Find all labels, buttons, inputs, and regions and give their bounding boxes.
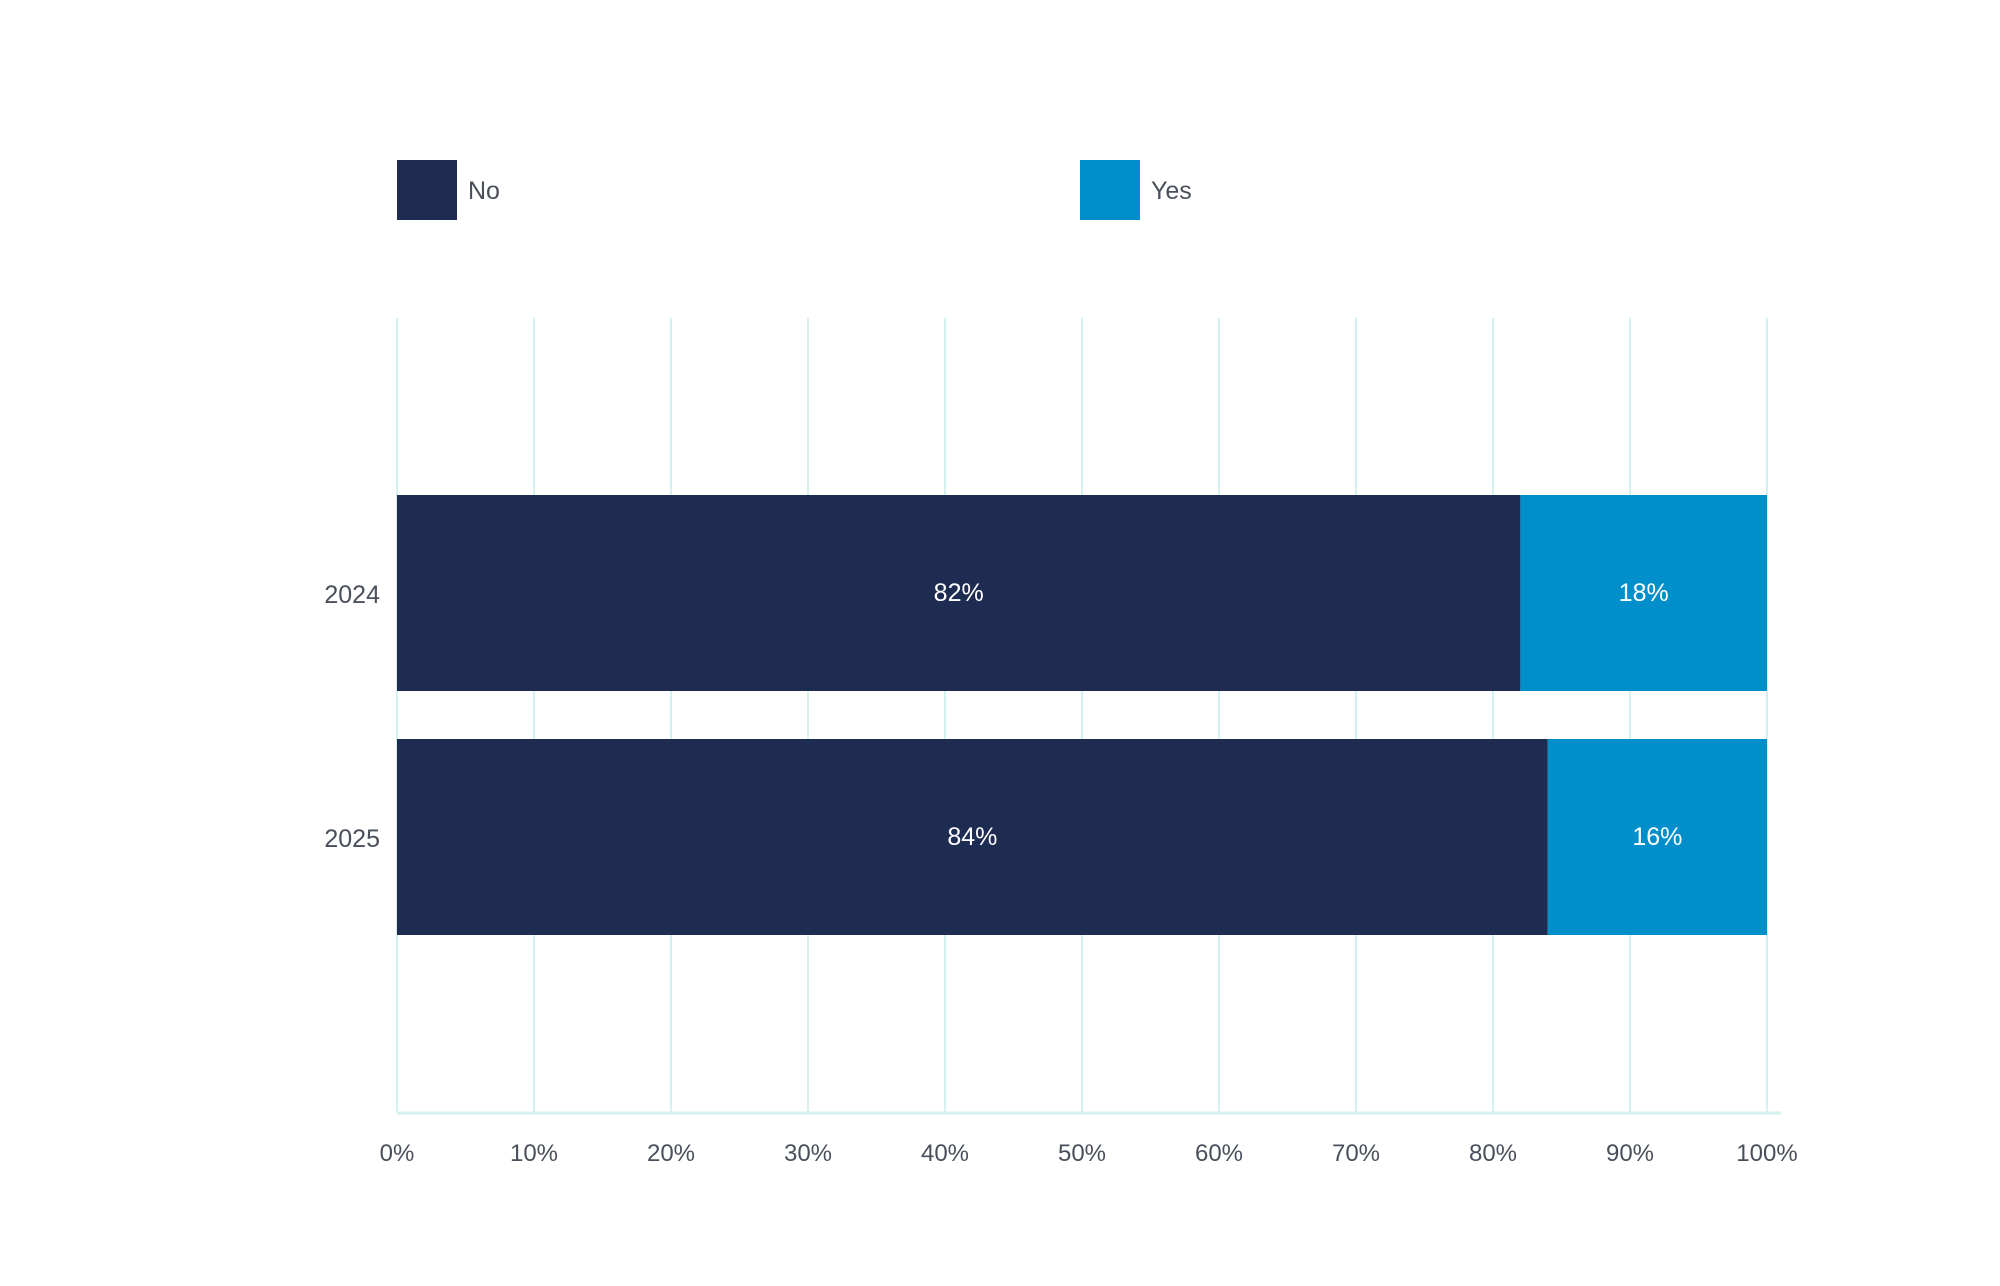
x-tick-label: 70% xyxy=(1332,1140,1380,1167)
x-tick-label: 50% xyxy=(1058,1140,1106,1167)
x-tick-label: 40% xyxy=(921,1140,969,1167)
bar-no-2024 xyxy=(397,495,1521,691)
x-tick-label: 20% xyxy=(647,1140,695,1167)
x-tick-label: 60% xyxy=(1195,1140,1243,1167)
x-tick-label: 80% xyxy=(1469,1140,1517,1167)
legend-swatch-no xyxy=(397,160,457,220)
gridlines xyxy=(396,318,1768,1113)
bar-data-label: 84% xyxy=(947,823,997,851)
bar-data-label: 16% xyxy=(1632,823,1682,851)
x-tick-label: 0% xyxy=(380,1140,415,1167)
legend-label: Yes xyxy=(1151,177,1192,205)
category-label: 2024 xyxy=(324,581,380,609)
category-axis: 2024 2025 xyxy=(324,581,380,853)
x-tick-label: 30% xyxy=(784,1140,832,1167)
x-tick-label: 100% xyxy=(1736,1140,1797,1167)
bar-no-2025 xyxy=(397,739,1548,935)
x-tick-label: 10% xyxy=(510,1140,558,1167)
legend-swatch-yes xyxy=(1080,160,1140,220)
x-axis: 0% 10% 20% 30% 40% 50% 60% 70% 80% 90% 100% xyxy=(380,1111,1798,1167)
bar-data-label: 82% xyxy=(934,579,984,607)
bars: 82% 18% 84% 16% xyxy=(397,495,1767,935)
legend: No Yes xyxy=(397,160,1192,220)
legend-label: No xyxy=(468,177,500,205)
x-tick-label: 90% xyxy=(1606,1140,1654,1167)
category-label: 2025 xyxy=(324,825,380,853)
bar-yes-2025 xyxy=(1547,739,1767,935)
bar-yes-2024 xyxy=(1520,495,1767,691)
bar-data-label: 18% xyxy=(1619,579,1669,607)
